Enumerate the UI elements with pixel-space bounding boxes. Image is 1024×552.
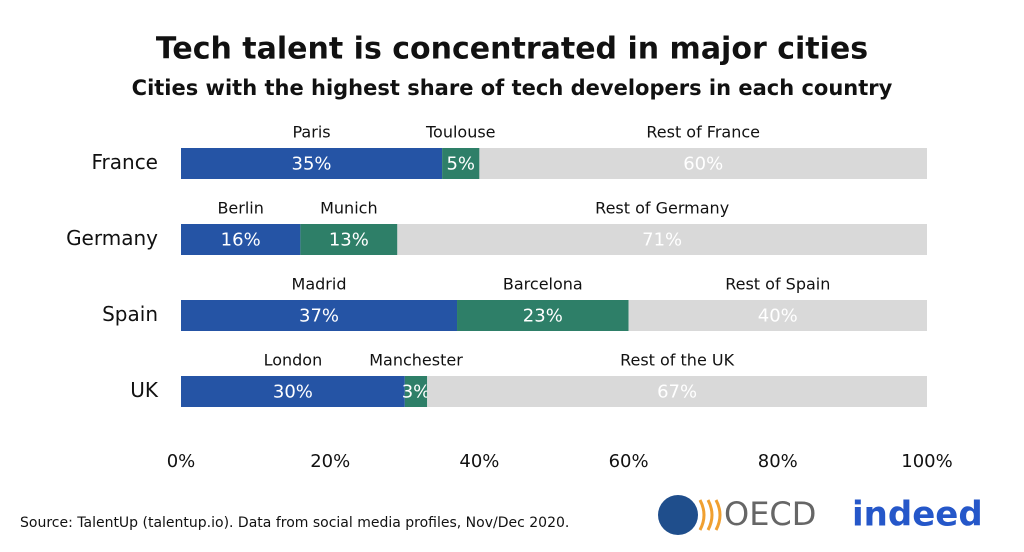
x-tick-label: 100% [901,451,952,472]
segment-name: Berlin [217,199,263,218]
bar-segment [181,376,405,407]
bar-segment [457,300,629,331]
bar-segment [397,224,928,255]
value-label: 71% [642,230,682,251]
x-tick-label: 20% [310,451,350,472]
segment-name: Barcelona [503,275,583,294]
oecd-logo: OECD [724,495,816,533]
value-label: 16% [221,230,261,251]
value-label: 60% [683,154,723,175]
segment-name: Toulouse [425,123,496,142]
category-label: UK [130,378,159,402]
value-label: 40% [758,306,798,327]
value-label: 30% [273,382,313,403]
category-label: France [91,150,158,174]
segment-name: Rest of Germany [595,199,729,218]
source-note: Source: TalentUp (talentup.io). Data fro… [20,515,569,531]
category-label: Germany [66,226,158,250]
oecd-mark [698,499,722,531]
x-tick-label: 80% [758,451,798,472]
bar-segment [181,148,443,179]
x-tick-label: 60% [609,451,649,472]
bar-segment [479,148,927,179]
segment-name: Madrid [292,275,347,294]
bar-segment [181,300,458,331]
category-label: Spain [102,302,158,326]
segment-name: Rest of the UK [620,351,735,370]
value-label: 67% [657,382,697,403]
x-tick-label: 40% [459,451,499,472]
value-label: 37% [299,306,339,327]
segment-name: Paris [293,123,331,142]
value-label: 23% [523,306,563,327]
x-tick-label: 0% [167,451,196,472]
bar-segment [442,148,480,179]
segment-name: Manchester [369,351,463,370]
bar-segment [628,300,927,331]
value-label: 3% [402,382,431,403]
segment-name: Munich [320,199,377,218]
oecd-globe [658,495,698,535]
chart-subtitle: Cities with the highest share of tech de… [132,76,893,100]
segment-name: Rest of Spain [725,275,830,294]
bar-segment [300,224,398,255]
bar-segment [181,224,301,255]
chart-title: Tech talent is concentrated in major cit… [156,32,868,67]
bar-segment [404,376,428,407]
value-label: 13% [329,230,369,251]
indeed-logo: indeed [852,495,983,535]
segment-name: London [264,351,323,370]
value-label: 5% [446,154,475,175]
value-label: 35% [292,154,332,175]
segment-name: Rest of France [646,123,760,142]
bar-segment [427,376,927,407]
